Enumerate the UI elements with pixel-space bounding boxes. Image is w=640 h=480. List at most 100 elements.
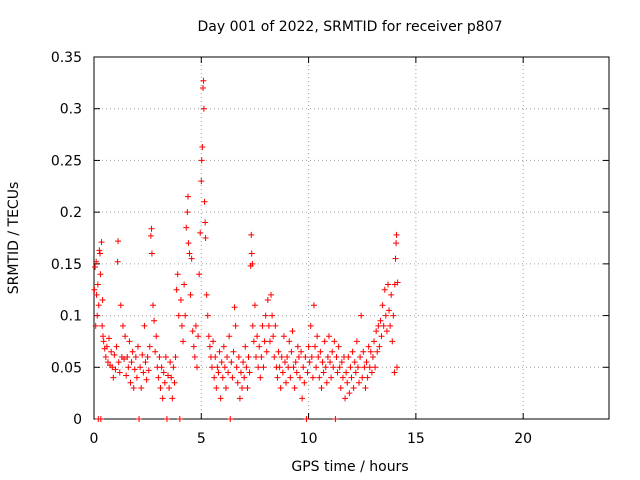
data-point bbox=[360, 348, 367, 355]
data-point bbox=[93, 291, 100, 298]
data-point bbox=[289, 328, 296, 335]
data-point bbox=[148, 250, 155, 257]
data-point bbox=[236, 395, 243, 402]
data-point bbox=[202, 235, 209, 241]
data-point bbox=[380, 322, 387, 329]
data-point bbox=[116, 369, 123, 376]
data-point bbox=[275, 348, 282, 355]
data-point bbox=[344, 379, 351, 386]
data-points bbox=[91, 77, 401, 422]
data-point bbox=[169, 395, 176, 402]
data-point bbox=[174, 271, 181, 278]
y-tick-label: 0.35 bbox=[51, 50, 82, 66]
data-point bbox=[182, 312, 189, 319]
x-axis-label: GPS time / hours bbox=[291, 459, 408, 475]
data-point bbox=[100, 333, 107, 340]
data-point bbox=[358, 312, 365, 319]
data-point bbox=[312, 343, 319, 350]
data-point bbox=[301, 379, 308, 386]
data-point bbox=[161, 379, 168, 386]
data-point bbox=[210, 338, 217, 345]
data-point bbox=[295, 353, 302, 360]
data-point bbox=[218, 359, 225, 366]
data-point bbox=[270, 333, 277, 340]
data-point bbox=[314, 333, 321, 340]
data-point bbox=[166, 384, 173, 391]
data-point bbox=[293, 369, 300, 376]
data-point bbox=[287, 374, 294, 381]
x-tick-label: 20 bbox=[514, 431, 532, 447]
data-point bbox=[388, 291, 395, 298]
data-point bbox=[251, 302, 258, 309]
grid-lines bbox=[94, 57, 609, 419]
data-point bbox=[262, 312, 269, 319]
x-tick-label: 15 bbox=[407, 431, 425, 447]
data-point bbox=[324, 353, 331, 360]
data-point bbox=[172, 353, 179, 360]
data-point bbox=[335, 343, 342, 350]
data-point bbox=[364, 374, 371, 381]
data-point bbox=[317, 348, 324, 355]
data-point bbox=[329, 348, 336, 355]
data-point bbox=[108, 348, 115, 355]
data-point bbox=[200, 105, 207, 112]
y-tick-label: 0 bbox=[73, 412, 82, 428]
data-point bbox=[391, 369, 398, 376]
data-point bbox=[363, 359, 370, 366]
data-point bbox=[94, 312, 101, 319]
data-point bbox=[254, 333, 261, 340]
data-point bbox=[119, 322, 126, 329]
data-point bbox=[305, 343, 312, 350]
data-point bbox=[331, 338, 338, 345]
data-point bbox=[91, 286, 98, 293]
data-point bbox=[126, 338, 133, 345]
data-point bbox=[379, 302, 386, 309]
data-point bbox=[374, 348, 381, 355]
data-point bbox=[382, 312, 389, 319]
data-point bbox=[294, 343, 301, 350]
data-point bbox=[378, 333, 385, 340]
data-point bbox=[215, 369, 222, 376]
data-point bbox=[384, 281, 391, 288]
data-point bbox=[375, 322, 382, 329]
data-point bbox=[232, 322, 239, 329]
data-point bbox=[265, 322, 272, 329]
data-point bbox=[140, 369, 147, 376]
data-point bbox=[226, 333, 233, 340]
data-point bbox=[138, 384, 145, 391]
data-point bbox=[328, 374, 335, 381]
data-point bbox=[349, 348, 356, 355]
data-point bbox=[129, 348, 136, 355]
data-point bbox=[160, 369, 167, 376]
data-point bbox=[100, 338, 107, 345]
data-point bbox=[220, 343, 227, 350]
data-point bbox=[145, 367, 152, 374]
data-point bbox=[316, 374, 323, 381]
data-point bbox=[255, 364, 262, 371]
data-point bbox=[162, 353, 169, 360]
data-point bbox=[125, 364, 132, 371]
data-point bbox=[315, 353, 322, 360]
data-point bbox=[176, 416, 183, 422]
data-point bbox=[92, 322, 99, 329]
data-point bbox=[376, 343, 383, 350]
data-point bbox=[102, 353, 109, 360]
data-point bbox=[303, 416, 310, 422]
data-point bbox=[337, 384, 344, 391]
data-point bbox=[383, 328, 390, 335]
data-point bbox=[239, 384, 246, 391]
data-point bbox=[157, 384, 164, 391]
data-point bbox=[330, 364, 337, 371]
data-point bbox=[309, 374, 316, 381]
data-point bbox=[134, 343, 141, 350]
data-point bbox=[153, 333, 160, 340]
data-point bbox=[99, 322, 106, 329]
data-point bbox=[352, 369, 359, 376]
data-point bbox=[205, 333, 212, 340]
data-point bbox=[200, 85, 207, 92]
data-point bbox=[371, 338, 378, 345]
y-tick-label: 0.1 bbox=[60, 309, 82, 325]
data-point bbox=[307, 322, 314, 329]
data-point bbox=[242, 343, 249, 350]
data-point bbox=[197, 229, 204, 236]
